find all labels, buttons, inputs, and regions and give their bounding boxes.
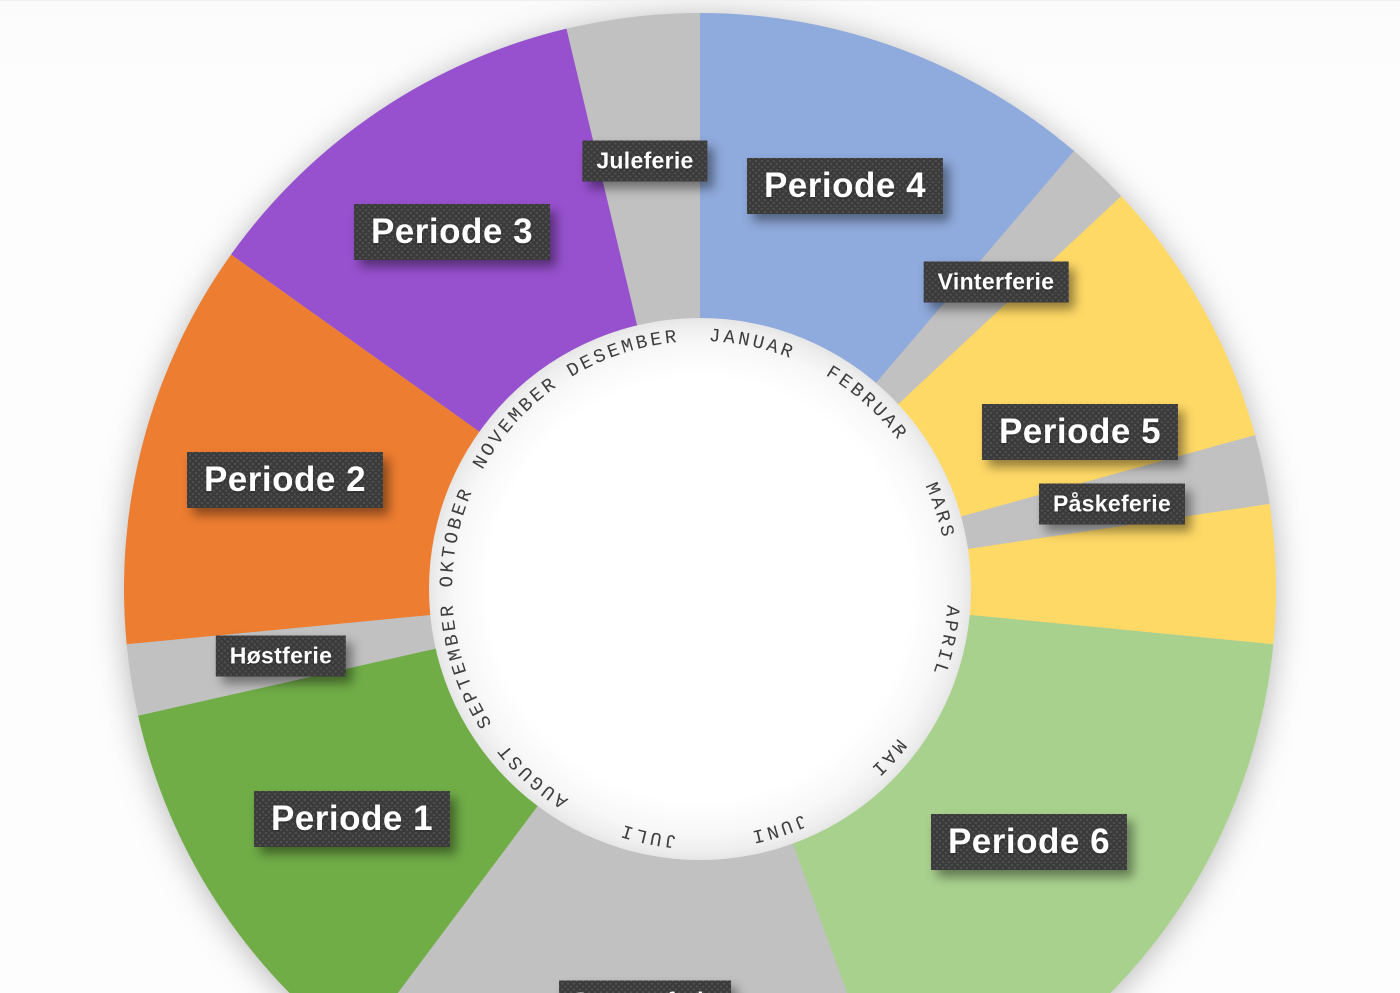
segment-periode-5-2 [700, 503, 1277, 645]
wheel-center-disc [429, 318, 971, 860]
label-paskeferie: Påskeferie [1039, 484, 1185, 525]
label-periode-5: Periode 5 [982, 404, 1178, 460]
label-periode-1: Periode 1 [254, 791, 450, 847]
label-hostferie: Høstferie [216, 636, 346, 677]
label-periode-4: Periode 4 [747, 158, 943, 214]
label-juleferie: Juleferie [582, 141, 707, 182]
label-periode-6: Periode 6 [931, 814, 1127, 870]
label-sommerferie: Sommerferie [559, 981, 731, 993]
label-vinterferie: Vinterferie [924, 262, 1069, 303]
label-periode-2: Periode 2 [187, 452, 383, 508]
label-periode-3: Periode 3 [354, 204, 550, 260]
